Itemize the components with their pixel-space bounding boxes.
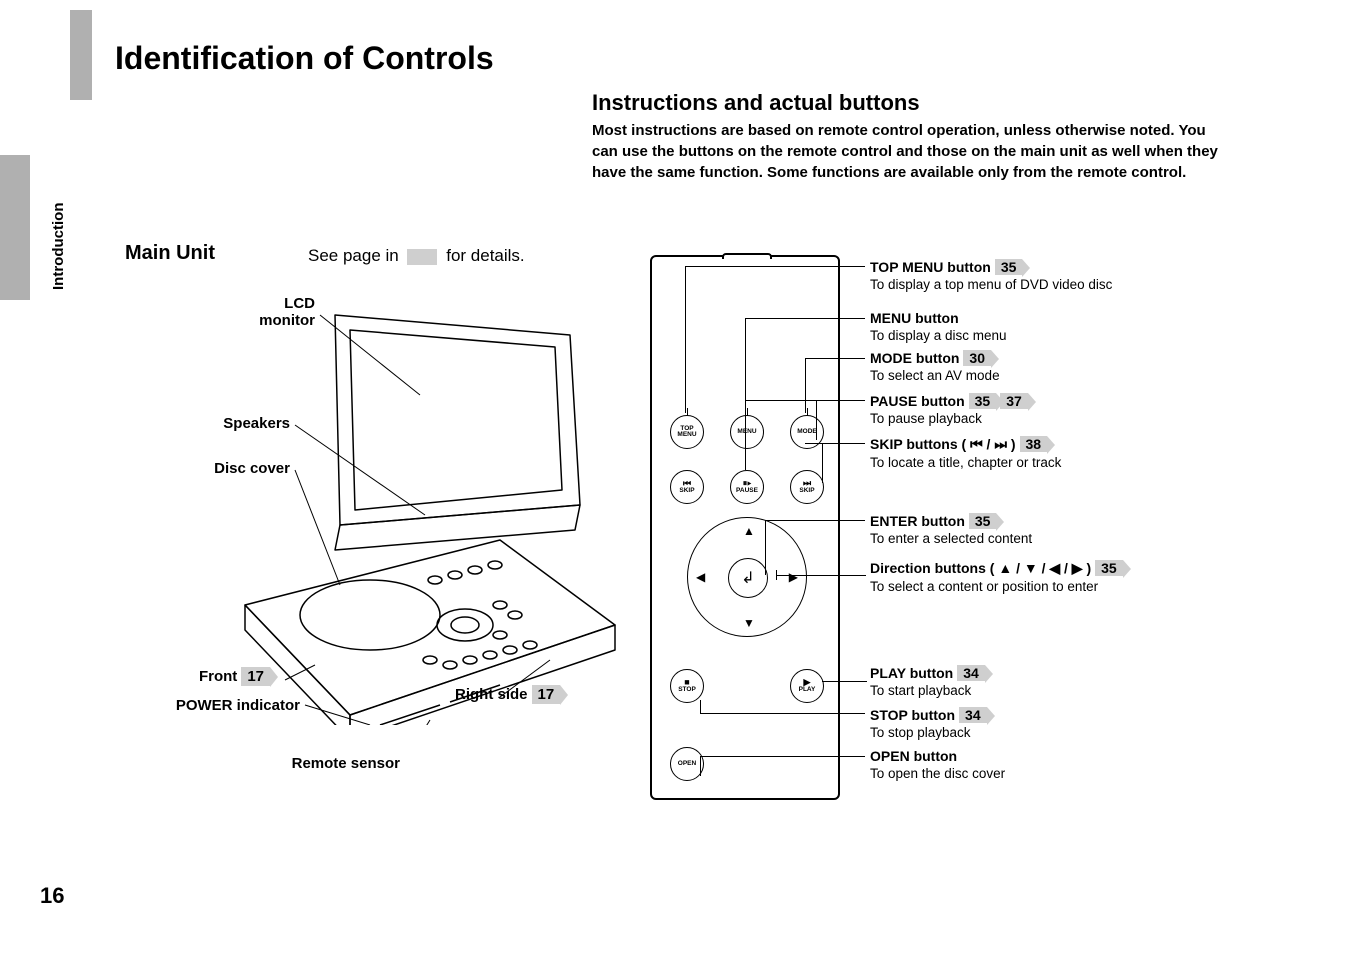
instructions-body: Most instructions are based on remote co… xyxy=(592,120,1232,183)
control-item-heading: PLAY button34 xyxy=(870,665,985,681)
label-remote-sensor: Remote sensor xyxy=(210,755,400,772)
control-item-heading: PAUSE button3537 xyxy=(870,393,1028,409)
page-number: 16 xyxy=(40,883,64,909)
control-item-desc: To select a content or position to enter xyxy=(870,579,1123,594)
see-page-suffix: for details. xyxy=(446,246,524,265)
page-tag: 34 xyxy=(957,665,985,681)
main-unit-heading: Main Unit xyxy=(125,242,215,265)
control-item-heading: MODE button30 xyxy=(870,350,1000,366)
control-item: ENTER button35 To enter a selected conten… xyxy=(870,513,1032,546)
panel-dpad: ▲ ▼ ◀ ▶ ↲ xyxy=(687,517,807,637)
control-item: MODE button30 To select an AV mode xyxy=(870,350,1000,383)
panel-btn-topmenu: TOP MENU xyxy=(670,415,704,449)
control-item-desc: To select an AV mode xyxy=(870,368,1000,383)
control-item: Direction buttons ( ▲ / ▼ / ◀ / ▶ )35 To … xyxy=(870,560,1123,594)
panel-btn-skip-prev: ⏮SKIP xyxy=(670,470,704,504)
panel-btn-stop: ■STOP xyxy=(670,669,704,703)
control-item-desc: To start playback xyxy=(870,683,985,698)
control-item-desc: To enter a selected content xyxy=(870,531,1032,546)
control-item-heading: OPEN button xyxy=(870,748,1005,764)
panel-notch xyxy=(722,253,772,259)
control-item: STOP button34 To stop playback xyxy=(870,707,987,740)
control-item-desc: To locate a title, chapter or track xyxy=(870,455,1061,470)
panel-btn-play: ▶PLAY xyxy=(790,669,824,703)
page-placeholder-box xyxy=(407,249,437,265)
control-item-desc: To display a top menu of DVD video disc xyxy=(870,277,1112,292)
panel-btn-pause: ⏸▸PAUSE xyxy=(730,470,764,504)
page-tag: 35 xyxy=(969,513,997,529)
see-page-note: See page in for details. xyxy=(308,246,525,266)
panel-btn-open: OPEN xyxy=(670,747,704,781)
control-item-desc: To stop playback xyxy=(870,725,987,740)
control-item-heading: MENU button xyxy=(870,310,1007,326)
page-title: Identification of Controls xyxy=(115,40,494,77)
control-item: TOP MENU button35 To display a top menu o… xyxy=(870,259,1112,292)
tab-notch-side xyxy=(0,155,30,300)
control-item-desc: To pause playback xyxy=(870,411,1028,426)
page-tag: 35 xyxy=(969,393,997,409)
page-tag: 38 xyxy=(1020,436,1048,452)
page-tag: 37 xyxy=(1000,393,1028,409)
section-tab-label: Introduction xyxy=(50,203,67,290)
control-item-desc: To display a disc menu xyxy=(870,328,1007,343)
page-tag: 34 xyxy=(959,707,987,723)
main-unit-diagram xyxy=(240,305,620,725)
page-tag: 35 xyxy=(1095,560,1123,576)
page-tag: 30 xyxy=(963,350,991,366)
control-item-heading: Direction buttons ( ▲ / ▼ / ◀ / ▶ )35 xyxy=(870,560,1123,577)
control-item: OPEN button To open the disc cover xyxy=(870,748,1005,781)
panel-btn-enter: ↲ xyxy=(728,558,768,598)
control-item: MENU button To display a disc menu xyxy=(870,310,1007,343)
tab-notch-top xyxy=(70,10,92,100)
panel-btn-skip-next: ⏭SKIP xyxy=(790,470,824,504)
page-tag: 35 xyxy=(995,259,1023,275)
control-item-heading: STOP button34 xyxy=(870,707,987,723)
panel-btn-menu: MENU xyxy=(730,415,764,449)
instructions-heading: Instructions and actual buttons xyxy=(592,90,920,116)
see-page-prefix: See page in xyxy=(308,246,399,265)
control-item: PLAY button34 To start playback xyxy=(870,665,985,698)
control-item-desc: To open the disc cover xyxy=(870,766,1005,781)
control-item-heading: ENTER button35 xyxy=(870,513,1032,529)
control-item: SKIP buttons ( ⏮ / ⏭ )38 To locate a titl… xyxy=(870,436,1061,470)
control-item-heading: SKIP buttons ( ⏮ / ⏭ )38 xyxy=(870,436,1061,453)
control-item-heading: TOP MENU button35 xyxy=(870,259,1112,275)
control-item: PAUSE button3537 To pause playback xyxy=(870,393,1028,426)
